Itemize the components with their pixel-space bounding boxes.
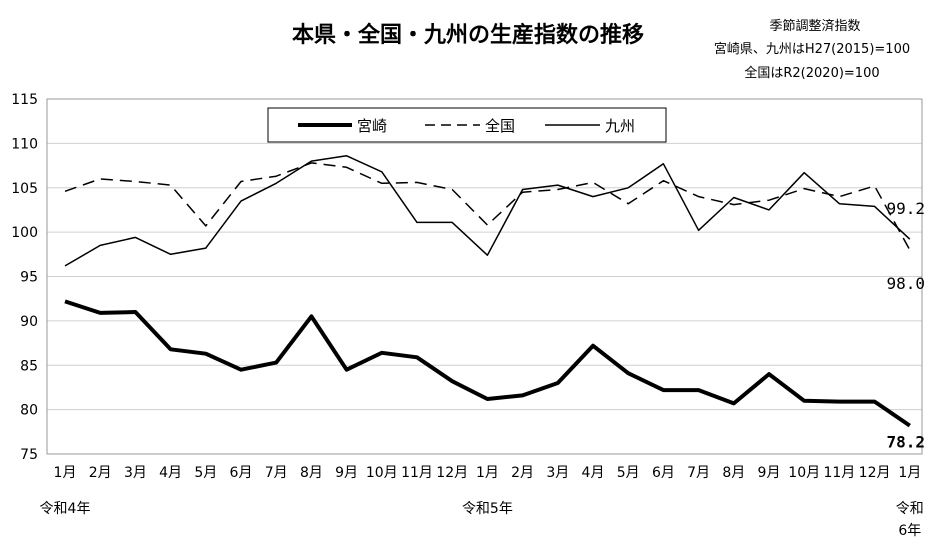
- x-tick-label: 4月: [159, 465, 182, 481]
- year-labels: 令和4年 令和5年 令和 6年: [40, 501, 924, 539]
- y-tick-label: 80: [20, 403, 38, 419]
- y-tick-label: 105: [11, 181, 38, 197]
- x-tick-label: 12月: [859, 465, 891, 481]
- y-axis-ticks: 75 80 85 90 95 100 105 110 115: [11, 92, 38, 463]
- x-tick-label: 7月: [265, 465, 288, 481]
- x-tick-label: 3月: [124, 465, 147, 481]
- year-label: 令和4年: [40, 501, 91, 517]
- y-tick-label: 85: [20, 358, 38, 374]
- x-tick-label: 1月: [898, 465, 921, 481]
- x-tick-label: 6月: [652, 465, 675, 481]
- x-tick-label: 9月: [758, 465, 781, 481]
- series-line-kyushu: [64, 155, 911, 267]
- end-value-label: 98.0: [887, 274, 926, 293]
- plot-frame: [46, 98, 923, 455]
- x-tick-label: 8月: [300, 465, 323, 481]
- year-label: 令和5年: [462, 501, 513, 517]
- chart-note-1: 季節調整済指数: [769, 18, 860, 34]
- legend-label-zenkoku: 全国: [485, 117, 515, 135]
- x-tick-label: 10月: [788, 465, 820, 481]
- series-line-miyazaki: [64, 299, 911, 428]
- x-tick-label: 12月: [436, 465, 468, 481]
- end-value-label: 99.2: [887, 199, 926, 218]
- chart-title: 本県・全国・九州の生産指数の推移: [292, 22, 644, 48]
- x-tick-label: 2月: [511, 465, 534, 481]
- x-axis-ticks: 1月 2月 3月 4月 5月 6月 7月 8月 9月 10月 11月 12月 1月 2月 3月 4月 5月 6月 7…: [54, 465, 922, 481]
- legend: 宮崎 全国 九州: [267, 107, 667, 143]
- x-tick-label: 3月: [546, 465, 569, 481]
- x-tick-label: 8月: [722, 465, 745, 481]
- x-tick-label: 5月: [617, 465, 640, 481]
- x-tick-label: 2月: [89, 465, 112, 481]
- end-value-label: 78.2: [887, 433, 926, 452]
- chart-note-2: 宮崎県、九州はH27(2015)=100: [714, 41, 910, 57]
- x-tick-label: 10月: [366, 465, 398, 481]
- x-tick-label: 6月: [230, 465, 253, 481]
- x-tick-label: 11月: [401, 465, 433, 481]
- x-tick-label: 5月: [194, 465, 217, 481]
- x-tick-label: 1月: [54, 465, 77, 481]
- series-group: [64, 155, 911, 428]
- x-tick-label: 9月: [335, 465, 358, 481]
- y-tick-label: 115: [11, 92, 38, 108]
- series-line-zenkoku: [64, 162, 911, 251]
- y-tick-label: 95: [20, 270, 38, 286]
- legend-label-kyushu: 九州: [605, 117, 635, 135]
- x-tick-label: 1月: [476, 465, 499, 481]
- y-tick-label: 100: [11, 225, 38, 241]
- year-label: 令和 6年: [896, 501, 924, 539]
- x-tick-label: 11月: [823, 465, 855, 481]
- y-tick-label: 75: [20, 447, 38, 463]
- legend-label-miyazaki: 宮崎: [357, 117, 387, 135]
- y-tick-label: 110: [11, 136, 38, 152]
- chart-note-3: 全国はR2(2020)=100: [744, 65, 879, 81]
- y-tick-label: 90: [20, 314, 38, 330]
- x-tick-label: 7月: [687, 465, 710, 481]
- x-tick-label: 4月: [582, 465, 605, 481]
- end-labels: 78.2 98.0 99.2: [887, 199, 926, 451]
- gridlines: [47, 142, 922, 411]
